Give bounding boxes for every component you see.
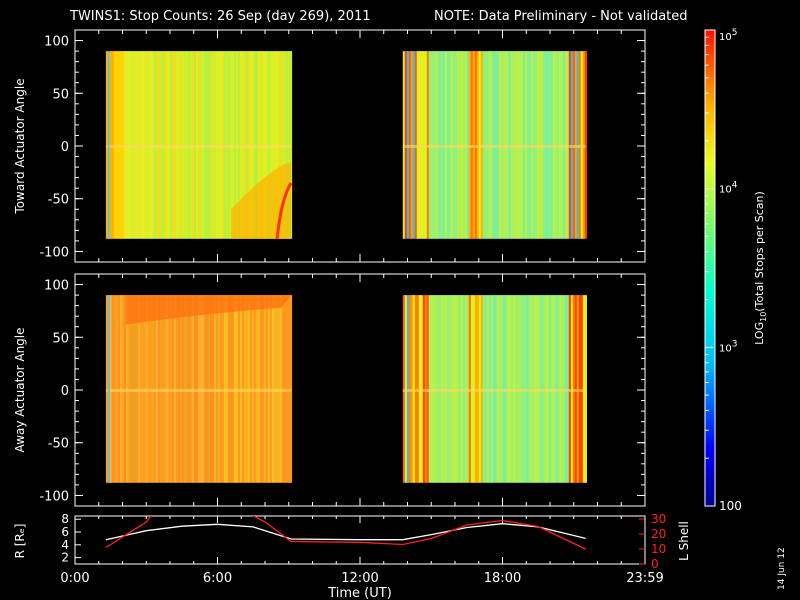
y-tick-label: 100 <box>44 279 69 294</box>
toward-ylabel: Toward Actuator Angle <box>13 78 27 214</box>
right-y-tick-label: 10 <box>651 542 666 556</box>
y-tick-label: -100 <box>39 489 69 504</box>
x-tick-label: 6:00 <box>203 571 232 586</box>
enhanced-region <box>125 295 292 325</box>
enhanced-region <box>231 161 292 239</box>
edge-streak <box>107 295 110 483</box>
y-tick-label: -100 <box>39 245 69 260</box>
away-panel: 100 50 0 -50 -100 Away Actuator Angle <box>13 273 646 507</box>
y-tick-label: 50 <box>52 331 69 346</box>
y-tick-label: 50 <box>52 87 69 102</box>
away-ylabel: Away Actuator Angle <box>13 327 27 452</box>
x-tick-label: 12:00 <box>341 571 378 586</box>
left-y-tick-label: 2 <box>61 551 69 565</box>
y-tick-label: 100 <box>44 35 69 50</box>
right-y-tick-label: 20 <box>651 527 666 541</box>
right-y-tick-label: 0 <box>651 557 659 571</box>
lshell-ylabel: L Shell <box>677 521 691 561</box>
radius-series-line <box>105 523 586 541</box>
chart-title: TWINS1: Stop Counts: 26 Sep (day 269), 2… <box>69 9 371 24</box>
zero-angle-streak <box>105 144 292 148</box>
enhanced-arc <box>275 182 293 239</box>
y-tick-label: 0 <box>61 140 69 155</box>
y-tick-label: -50 <box>48 437 69 452</box>
zero-angle-streak <box>105 388 292 392</box>
colorbar-gradient <box>704 29 716 507</box>
y-tick-label: 0 <box>61 384 69 399</box>
colorbar: 105 104 103 100 LOG10(Total Stops per Scan) <box>704 28 768 513</box>
radius-ylabel: R [Rₑ] <box>13 524 27 559</box>
x-tick-label: 0:00 <box>60 571 89 586</box>
left-y-tick-label: 8 <box>61 512 69 526</box>
heatmap-column <box>584 51 587 239</box>
toward-panel: 100 50 0 -50 -100 Toward Actuator Angle <box>13 29 646 263</box>
x-tick-label: 23:59 <box>626 571 663 586</box>
x-tick-label: 18:00 <box>484 571 521 586</box>
orbit-panel-frame <box>74 515 646 565</box>
zero-angle-streak <box>402 144 586 148</box>
generation-date: 14 Jun 12 <box>777 547 787 590</box>
colorbar-tick-label: 103 <box>719 339 737 354</box>
colorbar-tick-label: 100 <box>719 499 742 513</box>
colorbar-tick-label: 104 <box>719 181 738 196</box>
right-y-tick-label: 30 <box>651 512 666 526</box>
y-tick-label: -50 <box>48 193 69 208</box>
colorbar-tick-label: 105 <box>719 28 737 43</box>
colorbar-label: LOG10(Total Stops per Scan) <box>753 191 768 345</box>
zero-angle-streak <box>402 388 586 392</box>
heatmap-column <box>584 295 587 483</box>
x-axis-label: Time (UT) <box>327 586 392 600</box>
preliminary-note: NOTE: Data Preliminary - Not validated <box>434 9 688 24</box>
edge-streak <box>107 51 110 239</box>
left-y-tick-label: 6 <box>61 525 69 539</box>
left-y-tick-label: 4 <box>61 538 69 552</box>
lshell-series-line <box>105 516 586 550</box>
